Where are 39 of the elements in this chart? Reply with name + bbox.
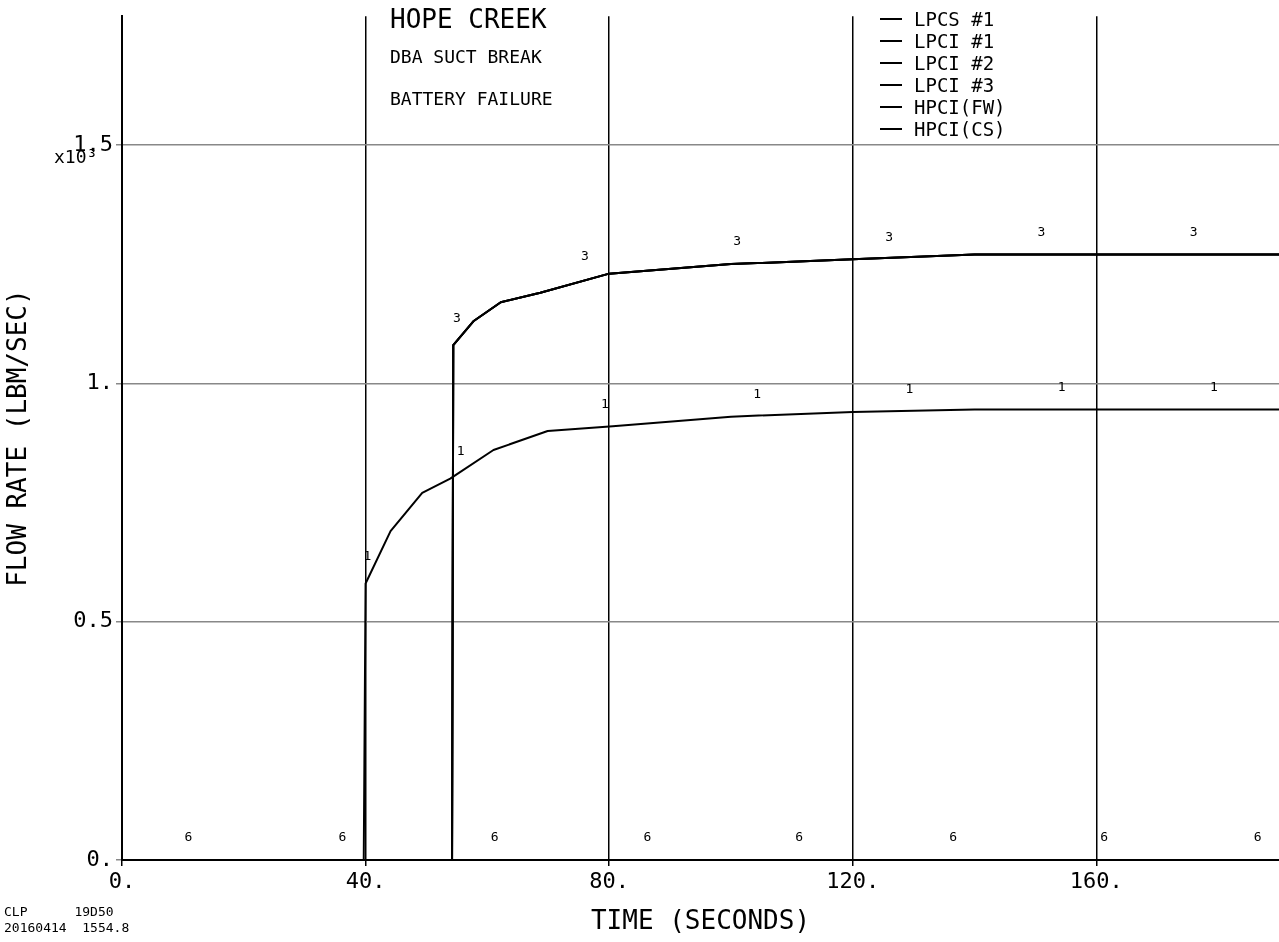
annotation: 1 xyxy=(905,381,914,397)
annotation: 6 xyxy=(1253,829,1262,845)
annotation: 1 xyxy=(456,443,465,459)
text: CLP 19D50 xyxy=(4,904,114,919)
legend-label: LPCI #3 xyxy=(914,74,995,96)
x-tick-label: 80. xyxy=(589,867,630,893)
x-tick-label: 160. xyxy=(1069,867,1123,893)
x-axis-title: TIME (SECONDS) xyxy=(590,905,811,936)
annotation: 3 xyxy=(453,309,461,325)
annotation: 3 xyxy=(1189,223,1198,239)
annotation: 1 xyxy=(1209,378,1218,394)
x-tick-label: 40. xyxy=(345,867,386,893)
legend-label: LPCI #2 xyxy=(914,52,995,74)
annotation: 3 xyxy=(1037,223,1046,239)
annotation: 6 xyxy=(338,829,347,845)
annotation: 3 xyxy=(885,228,894,244)
annotation: 6 xyxy=(795,829,804,845)
annotation: BATTERY FAILURE xyxy=(390,88,553,109)
y-axis-title: FLOW RATE (LBM/SEC) xyxy=(2,289,33,587)
annotation: 1 xyxy=(600,395,609,411)
annotation: 6 xyxy=(643,829,652,845)
legend-label: LPCI #1 xyxy=(914,30,995,52)
y-tick-label: 0.5 xyxy=(73,607,113,633)
text: 20160414 1554.8 xyxy=(4,920,130,935)
annotation: 3 xyxy=(733,233,741,249)
annotation: DBA SUCT BREAK xyxy=(390,46,542,67)
legend-label: HPCI(FW) xyxy=(914,96,1006,118)
annotation: 1 xyxy=(753,386,762,402)
y-tick-label: 1. xyxy=(86,369,113,394)
annotation: 6 xyxy=(1100,829,1109,845)
annotation: 1 xyxy=(1057,378,1066,394)
legend-label: HPCI(CS) xyxy=(914,118,1006,140)
annotation: 3 xyxy=(580,247,589,263)
legend-label: LPCS #1 xyxy=(914,8,995,30)
chart-title: HOPE CREEK xyxy=(390,4,547,34)
x-tick-label: 120. xyxy=(826,867,880,893)
annotation: 6 xyxy=(949,829,958,845)
annotation: 6 xyxy=(490,829,499,845)
annotation: 6 xyxy=(184,829,193,845)
